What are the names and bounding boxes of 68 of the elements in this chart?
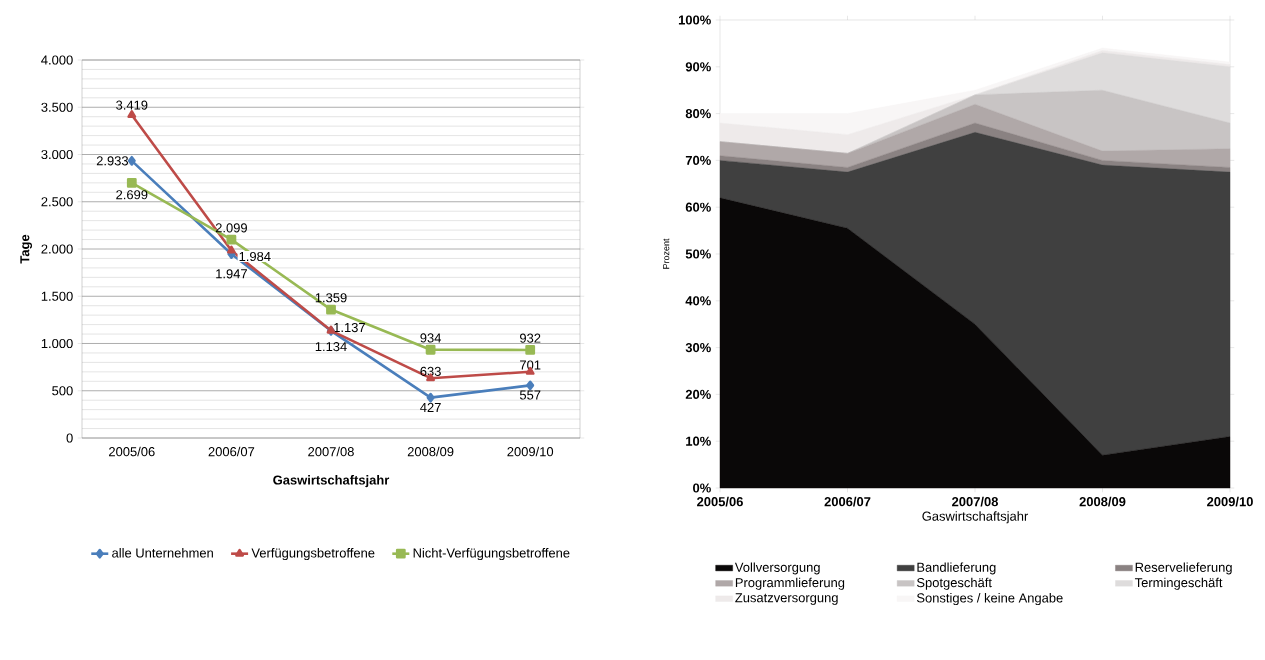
legend-label: Nicht-Verfügungsbetroffene [413,548,570,561]
data-label: 1.359 [315,293,347,303]
x-tick-label: 2009/10 [507,446,554,457]
data-label: 1.137 [334,322,365,333]
data-label: 557 [519,390,541,400]
legend-label: Bandlieferung [917,562,996,575]
legend-label: alle Unternehmen [112,548,213,558]
y-tick-label: 1.500 [41,291,73,301]
x-tick-label: 2009/10 [1207,496,1253,507]
x-tick-label: 2007/08 [952,496,999,507]
y-tick-label: 4.000 [41,55,73,65]
y-axis-title: Prozent [663,238,670,269]
point [127,110,137,118]
x-tick-label: 2005/06 [697,496,743,507]
y-tick-label: 10% [686,436,711,446]
x-tick-label: 2008/09 [407,446,454,457]
legend-label: Sonstiges / keine Angabe [916,593,1063,606]
legend-label: Verfügungsbetroffene [251,548,375,561]
point [126,178,137,188]
data-label: 2.699 [116,190,148,200]
y-tick-label: 2.500 [41,197,73,207]
point [525,345,536,355]
y-tick-label: 40% [685,296,711,306]
data-label: 2.099 [215,223,247,233]
point [226,245,236,254]
point [526,380,535,391]
x-axis-title: Gaswirtschaftsjahr [922,511,1029,524]
y-tick-label: 500 [52,386,73,396]
data-label: 633 [420,366,441,376]
x-tick-label: 2006/07 [824,496,871,507]
data-label: 1.134 [315,342,347,352]
legend-label: Termingeschäft [1134,577,1223,590]
data-label: 1.984 [239,251,271,262]
point [426,392,435,403]
y-tick-label: 0% [693,483,711,493]
point [226,234,237,245]
point [326,304,336,315]
legend-label: Vollversorgung [734,562,820,575]
legend-label: Spotgeschäft [916,577,992,590]
point [425,344,436,355]
x-tick-label: 2005/06 [109,446,155,457]
y-tick-label: 3.000 [41,149,73,160]
legend-label: Programmlieferung [735,577,845,590]
legend-label: Reservelieferung [1135,562,1232,575]
y-tick-label: 100% [678,15,711,25]
y-tick-label: 1.000 [41,338,73,349]
data-label: 934 [420,333,442,343]
x-tick-label: 2006/07 [208,446,255,457]
x-tick-label: 2007/08 [308,446,354,457]
y-axis-title: Tage [20,234,32,264]
y-tick-label: 30% [685,343,711,353]
legend-label: Zusatzversorgung [735,593,838,605]
data-label: 2.933 [96,156,129,166]
y-tick-label: 60% [685,202,711,212]
data-label: 3.419 [116,100,148,110]
y-tick-label: 80% [685,109,711,119]
y-tick-label: 20% [685,389,711,399]
y-tick-label: 70% [685,155,711,165]
data-label: 427 [420,402,441,412]
y-tick-label: 90% [685,62,711,72]
y-tick-label: 3.500 [41,102,73,112]
y-tick-label: 50% [685,249,711,259]
y-tick-label: 2.000 [41,244,73,254]
x-tick-label: 2008/09 [1079,496,1126,507]
data-label: 1.947 [216,269,247,279]
data-label: 932 [520,333,541,343]
y-tick-label: 0 [66,433,73,443]
x-axis-title: Gaswirtschaftsjahr [273,475,390,488]
